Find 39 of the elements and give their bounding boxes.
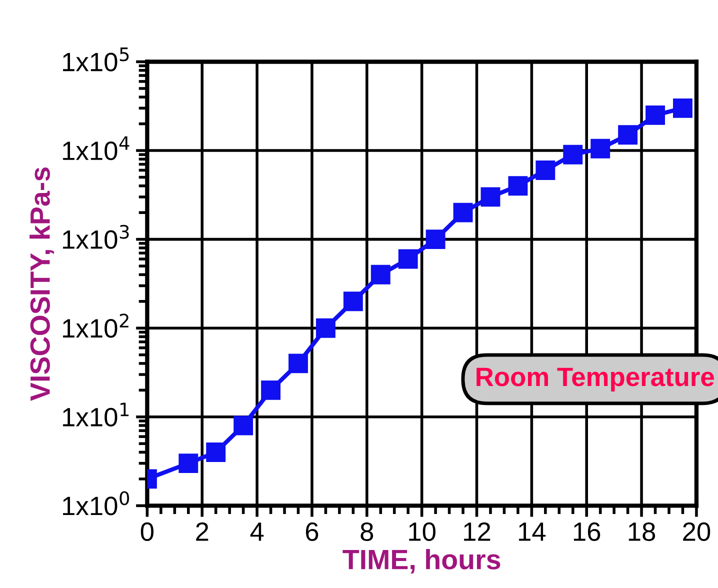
x-tick-label: 8 [360, 522, 374, 542]
point [178, 454, 198, 474]
point [453, 202, 473, 222]
point [206, 442, 226, 462]
x-tick-label: 2 [196, 522, 208, 541]
y-tick-label: 1x10$^{0}$ [63, 491, 130, 516]
x-axis-title: TIME, hours [342, 549, 500, 574]
point [563, 144, 583, 164]
point [590, 138, 610, 158]
x-tick-label: 0 [140, 522, 154, 542]
point [673, 98, 692, 118]
y-axis-title: VISCOSITY, kPa-s [30, 168, 54, 401]
point [343, 292, 363, 312]
annotation: Room Temperature [476, 368, 714, 392]
point [618, 125, 638, 145]
point [536, 160, 556, 180]
point [398, 249, 418, 269]
y-tick-label: 1x10$^{4}$ [63, 136, 130, 160]
y-tick-label: 1x10$^{1}$ [63, 402, 129, 427]
x-tick-label: 12 [464, 522, 490, 541]
point [426, 230, 446, 250]
point [370, 264, 390, 284]
point [508, 176, 528, 196]
point [646, 105, 665, 125]
x-tick-label: 14 [519, 522, 546, 541]
point [261, 380, 280, 400]
x-tick-label: 16 [574, 522, 600, 542]
x-tick-label: 4 [250, 522, 264, 541]
x-tick-label: 18 [628, 522, 656, 542]
x-tick-label: 20 [683, 522, 710, 542]
point [288, 354, 308, 374]
x-tick-label: 6 [306, 522, 318, 542]
y-tick-label: 1x10$^{5}$ [63, 48, 129, 72]
point [234, 416, 254, 436]
point [480, 187, 500, 207]
point [316, 318, 336, 338]
y-tick-label: 1x10$^{2}$ [63, 314, 128, 338]
y-tick-label: 1x10$^{3}$ [63, 224, 129, 249]
x-tick-label: 10 [409, 522, 436, 542]
